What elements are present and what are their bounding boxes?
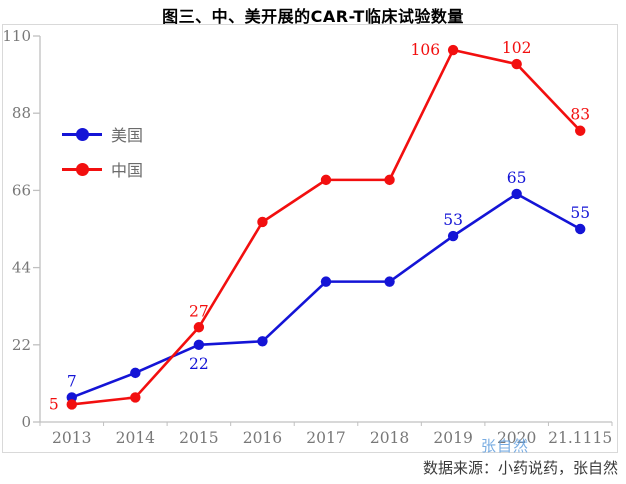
chart-frame [2, 24, 618, 453]
data-label: 27 [189, 302, 209, 320]
data-point [511, 58, 522, 70]
legend-label-china: 中国 [111, 161, 144, 180]
data-point [511, 188, 522, 200]
data-label: 55 [570, 204, 590, 222]
data-label: 53 [443, 211, 463, 229]
data-point [130, 392, 141, 403]
data-label: 106 [411, 41, 441, 59]
legend-label-us: 美国 [111, 126, 144, 145]
series-line [71, 48, 582, 406]
data-point [193, 322, 205, 333]
data-point [384, 276, 395, 287]
series-china: 5 27 106 102 83 [49, 39, 590, 413]
data-point [447, 44, 459, 56]
data-label: 22 [189, 355, 209, 373]
x-tick-label: 2013 [52, 429, 91, 447]
data-point [320, 174, 332, 186]
y-tick-label: 22 [12, 336, 31, 354]
data-point [193, 339, 205, 350]
data-point [384, 174, 395, 186]
china-series-marker-icon [62, 162, 102, 176]
x-tick-label: 2017 [306, 429, 345, 447]
x-tick-label: 2019 [433, 429, 472, 447]
x-tick-label: 2014 [116, 429, 156, 447]
data-point [257, 336, 268, 347]
data-point [447, 230, 459, 242]
chart-title: 图三、中、美开展的CAR-T临床试验数量 [162, 7, 464, 26]
watermark: 张自然 [481, 437, 530, 455]
data-point [575, 223, 586, 235]
data-point [130, 367, 141, 379]
data-point [257, 216, 268, 228]
y-tick-label: 0 [21, 413, 31, 431]
series-line [71, 192, 581, 399]
y-tick-label: 66 [12, 181, 31, 199]
legend-item-us: 美国 [62, 119, 143, 149]
data-point [575, 125, 586, 136]
data-label: 65 [507, 169, 527, 187]
data-label: 5 [49, 395, 59, 413]
y-tick-label: 88 [12, 104, 31, 122]
legend-item-china: 中国 [62, 154, 143, 184]
source-note: 数据来源：小药说药，张自然 [422, 459, 618, 477]
x-tick-label: 2016 [243, 429, 282, 447]
data-label: 7 [67, 372, 77, 390]
data-point [320, 276, 332, 287]
x-tick-label: 21.1115 [548, 429, 612, 447]
y-tick-label: 44 [12, 259, 31, 277]
data-point [66, 399, 77, 410]
series-us: 7 22 53 65 55 [66, 169, 590, 403]
data-label: 102 [502, 39, 532, 57]
x-tick-label: 2020 [497, 429, 536, 447]
x-tick-label: 2015 [179, 429, 218, 447]
us-series-marker-icon [62, 127, 102, 141]
chart-legend: 美国 中国 [62, 119, 143, 189]
y-tick-label: 110 [2, 27, 31, 45]
data-label: 83 [570, 106, 590, 124]
x-tick-label: 2018 [370, 429, 409, 447]
